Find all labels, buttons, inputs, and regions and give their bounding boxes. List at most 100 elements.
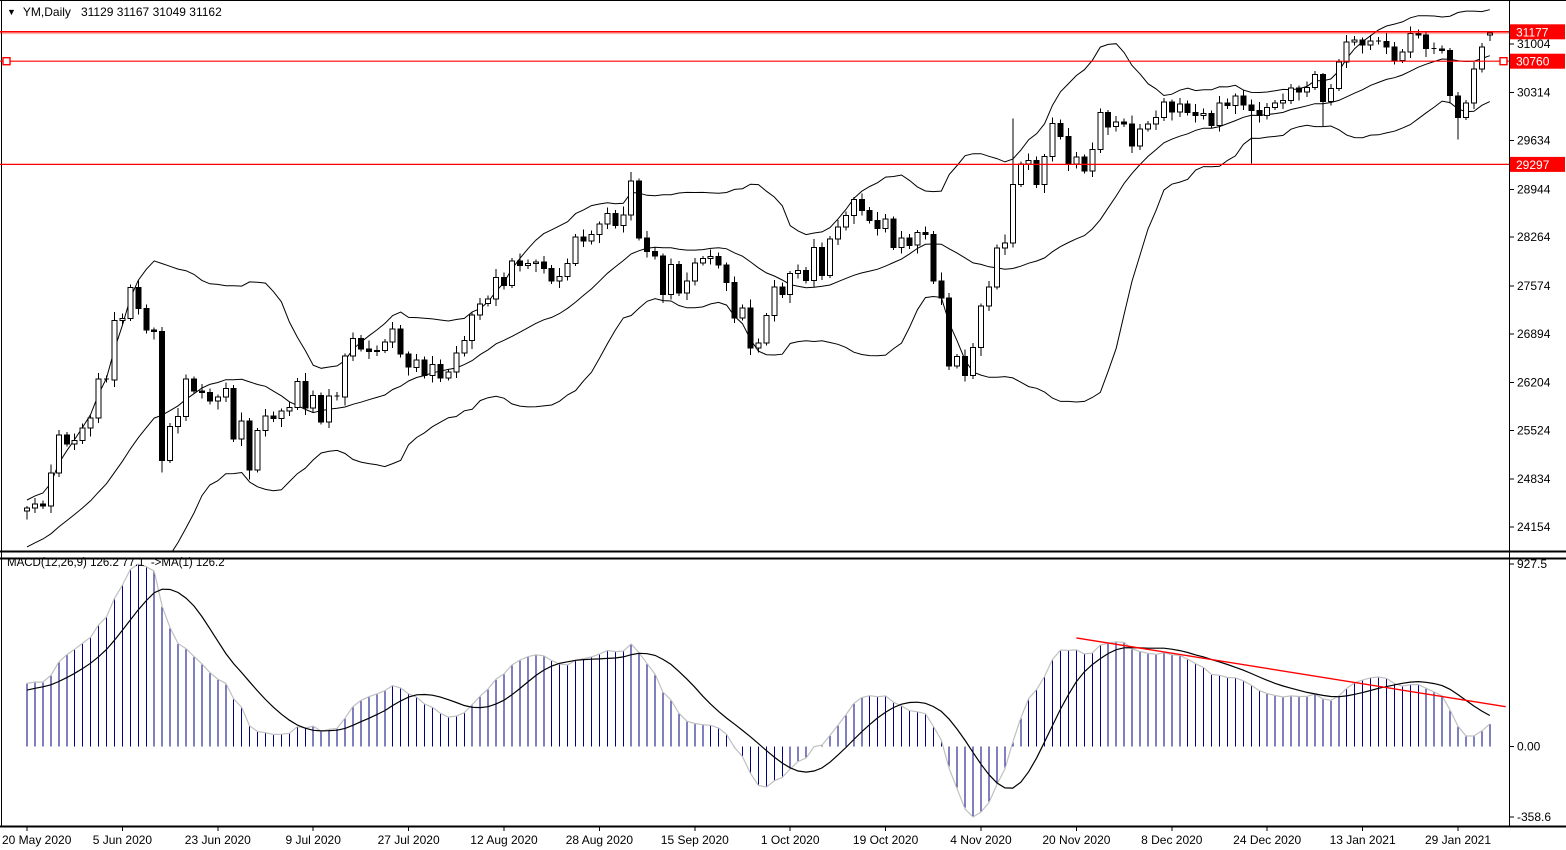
candle: [119, 313, 126, 325]
candle: [1121, 118, 1128, 127]
candle: [485, 295, 492, 307]
svg-text:29297: 29297: [1516, 158, 1550, 172]
candle: [87, 415, 94, 437]
candle: [342, 353, 348, 406]
candle: [986, 280, 992, 311]
date-label: 20 May 2020: [2, 833, 72, 847]
candle: [1113, 115, 1120, 132]
candle: [858, 193, 865, 216]
candle: [175, 408, 182, 434]
candle: [516, 253, 523, 272]
collapse-arrow-icon[interactable]: ▼: [7, 7, 16, 17]
candle: [222, 382, 229, 402]
candle: [1288, 83, 1294, 105]
candle: [588, 230, 595, 245]
date-axis[interactable]: 20 May 2020 5 Jun 2020 23 Jun 2020 9 Jul 20…: [2, 827, 1491, 847]
candle: [1470, 61, 1477, 109]
candle: [1137, 124, 1143, 150]
candle: [334, 391, 340, 401]
date-label: 20 Nov 2020: [1042, 833, 1110, 847]
panel-borders: [0, 0, 1566, 827]
macd-signal-line: [26, 588, 1491, 789]
candle: [1463, 100, 1469, 121]
candle: [47, 464, 54, 514]
candle: [24, 505, 30, 520]
candle: [286, 401, 293, 416]
candle: [445, 369, 452, 381]
candle: [405, 351, 412, 376]
candle: [1145, 121, 1151, 132]
panel-divider[interactable]: [0, 550, 1566, 828]
price-axis[interactable]: 31004 30314 29634 28944 28264 27574 26894 26204…: [1509, 24, 1565, 534]
candle: [580, 229, 587, 247]
price-axis-label: 28944: [1517, 182, 1551, 196]
candle: [660, 253, 666, 304]
candle: [1176, 98, 1183, 117]
candle: [691, 257, 698, 286]
candle: [55, 430, 62, 478]
candle: [493, 269, 500, 306]
candle: [206, 388, 213, 405]
candle: [1311, 71, 1318, 91]
candle: [1335, 59, 1342, 92]
candle: [723, 262, 730, 292]
candle: [842, 211, 849, 231]
line-anchor-handle[interactable]: [2, 57, 11, 66]
candle: [1208, 110, 1215, 128]
candle: [978, 303, 984, 356]
chart-title: ▼ YM,Daily 31129 31167 31049 31162: [7, 5, 222, 19]
price-axis-label: 24154: [1517, 520, 1551, 534]
candle: [747, 299, 754, 356]
candle: [683, 272, 690, 301]
candle: [739, 304, 746, 321]
candle: [63, 432, 70, 447]
macd-axis[interactable]: 927.5 0.00 -358.6: [1509, 557, 1551, 824]
candle: [71, 433, 78, 451]
candle: [230, 384, 237, 442]
candle: [349, 332, 356, 361]
macd-trendline[interactable]: [1076, 637, 1506, 708]
candle: [946, 293, 953, 370]
candle: [548, 265, 555, 284]
bollinger-upper-band: [26, 9, 1490, 501]
date-label: 28 Aug 2020: [566, 833, 634, 847]
candle: [397, 324, 404, 358]
candle: [1351, 35, 1358, 46]
candle: [819, 242, 825, 280]
candle: [1343, 35, 1350, 68]
candle: [1256, 102, 1263, 123]
candle: [771, 279, 778, 322]
candle: [501, 272, 507, 290]
candle: [1264, 102, 1271, 120]
candle: [1367, 34, 1374, 50]
candle: [1049, 117, 1056, 162]
price-axis-label: 25524: [1517, 423, 1551, 437]
candle: [1232, 93, 1239, 115]
candle: [373, 345, 380, 356]
candle: [381, 339, 388, 353]
candle: [135, 280, 142, 315]
candle: [1383, 33, 1390, 55]
macd-indicator-label: MACD(12,26,9) 126.2 77.1 ->MA(1) 126.2: [7, 557, 225, 569]
line-anchor-handle[interactable]: [1499, 57, 1508, 66]
price-level-tag: 29297: [1510, 156, 1565, 172]
price-axis-label: 26204: [1517, 376, 1551, 390]
date-label: 13 Jan 2021: [1330, 833, 1396, 847]
candle: [1423, 32, 1430, 57]
candle: [254, 427, 261, 473]
candle: [1455, 92, 1461, 140]
candle: [1296, 85, 1302, 101]
candle: [32, 498, 38, 514]
candle: [962, 349, 969, 382]
candle: [104, 375, 109, 383]
candle: [1057, 119, 1064, 140]
date-label: 9 Jul 2020: [286, 833, 342, 847]
candle: [461, 336, 468, 357]
candle: [1486, 32, 1493, 41]
candle: [787, 271, 794, 304]
candle: [1272, 100, 1279, 111]
candle: [1200, 108, 1207, 120]
candle: [556, 267, 563, 289]
svg-text:30760: 30760: [1516, 55, 1550, 69]
